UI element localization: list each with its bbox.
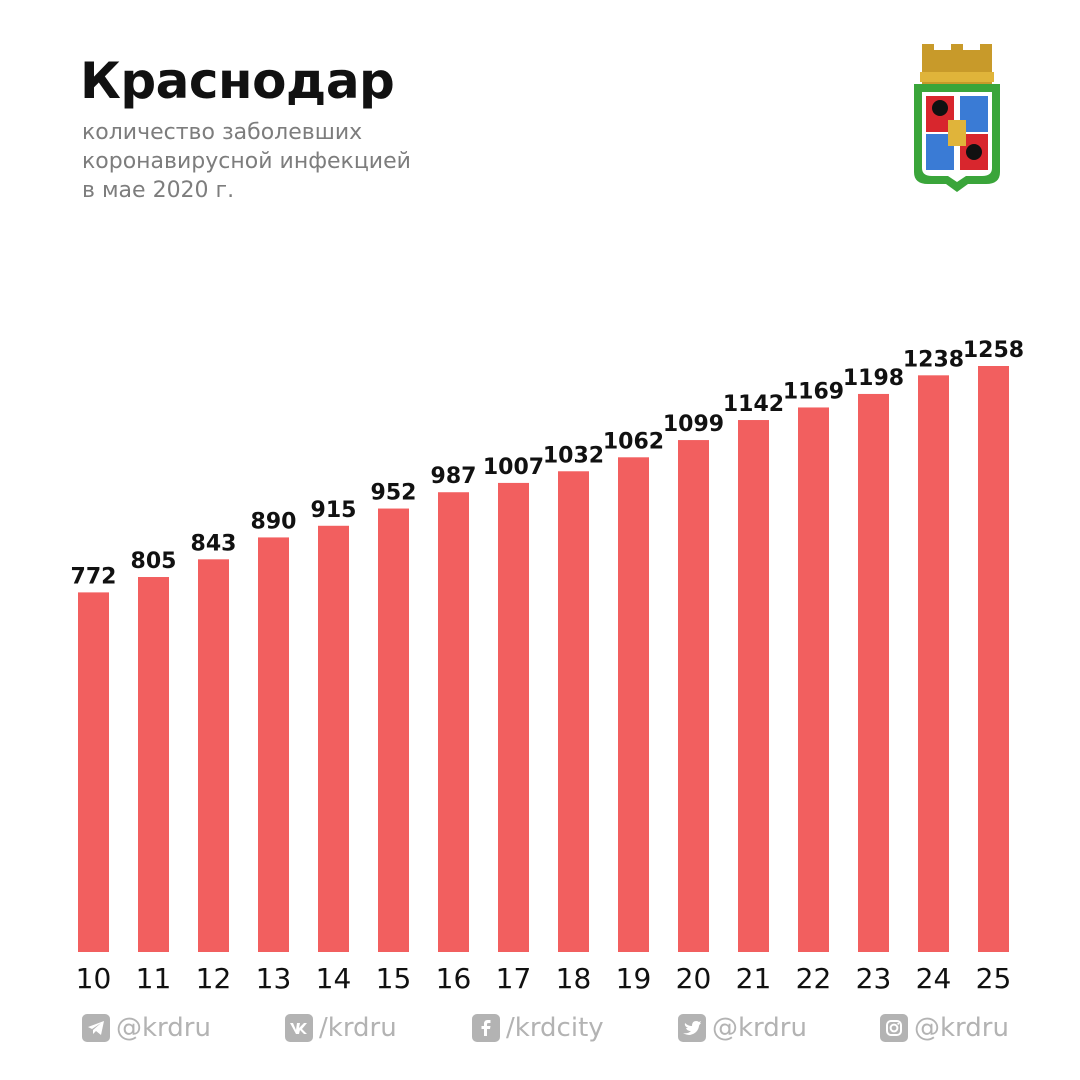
bar-21 [738, 420, 769, 952]
footer-instagram-text: @krdru [914, 1013, 1009, 1043]
data-label-19: 1062 [603, 429, 664, 454]
subtitle-line-2: коронавирусной инфекцией [82, 149, 411, 174]
bar-13 [258, 537, 289, 952]
footer-vk-text: /krdru [319, 1013, 397, 1043]
x-tick-19: 19 [616, 962, 652, 995]
x-tick-12: 12 [196, 962, 232, 995]
data-label-14: 915 [311, 498, 357, 523]
instagram-icon [880, 1014, 908, 1042]
bar-20 [678, 440, 709, 952]
data-label-15: 952 [371, 481, 417, 506]
bar-chart: 7721080511843128901391514952159871610071… [71, 338, 1025, 995]
city-emblem-icon [914, 44, 1000, 192]
subtitle-line-3: в мае 2020 г. [82, 178, 235, 203]
data-label-18: 1032 [543, 443, 604, 468]
bar-10 [78, 592, 109, 952]
bar-19 [618, 457, 649, 952]
x-tick-22: 22 [796, 962, 832, 995]
data-label-24: 1238 [903, 347, 964, 372]
x-tick-25: 25 [976, 962, 1012, 995]
bar-25 [978, 366, 1009, 952]
data-label-13: 890 [251, 509, 297, 534]
x-tick-17: 17 [496, 962, 532, 995]
x-tick-15: 15 [376, 962, 412, 995]
data-label-10: 772 [71, 564, 117, 589]
footer-telegram-text: @krdru [116, 1013, 211, 1043]
twitter-icon [678, 1014, 706, 1042]
footer-facebook-text: /krdcity [506, 1013, 604, 1043]
x-tick-16: 16 [436, 962, 472, 995]
bar-16 [438, 492, 469, 952]
data-label-17: 1007 [483, 455, 544, 480]
x-tick-14: 14 [316, 962, 352, 995]
x-tick-18: 18 [556, 962, 592, 995]
footer-telegram[interactable]: @krdru [82, 1010, 211, 1046]
footer-twitter[interactable]: @krdru [678, 1010, 807, 1046]
footer-twitter-text: @krdru [712, 1013, 807, 1043]
social-footer: @krdru /krdru /krdcity @krdru @krdru [0, 1010, 1080, 1050]
x-tick-13: 13 [256, 962, 292, 995]
bar-23 [858, 393, 889, 953]
x-tick-10: 10 [76, 962, 112, 995]
bar-22 [798, 407, 829, 952]
bar-24 [918, 375, 949, 952]
data-label-20: 1099 [663, 412, 724, 437]
vk-icon [285, 1014, 313, 1042]
page-title: Краснодар [80, 52, 395, 110]
telegram-icon [82, 1014, 110, 1042]
x-tick-21: 21 [736, 962, 772, 995]
data-label-16: 987 [431, 464, 477, 489]
data-label-25: 1258 [963, 338, 1024, 363]
footer-instagram[interactable]: @krdru [880, 1010, 1009, 1046]
footer-facebook[interactable]: /krdcity [472, 1010, 604, 1046]
bar-17 [498, 482, 529, 952]
subtitle-line-1: количество заболевших [82, 120, 363, 145]
data-label-12: 843 [191, 531, 237, 556]
data-label-21: 1142 [723, 392, 784, 417]
footer-vk[interactable]: /krdru [285, 1010, 397, 1046]
x-tick-24: 24 [916, 962, 952, 995]
bar-18 [558, 471, 589, 952]
subtitle: количество заболевших коронавирусной инф… [82, 118, 411, 205]
bar-14 [318, 525, 349, 952]
bar-15 [378, 508, 409, 952]
x-tick-23: 23 [856, 962, 892, 995]
data-label-22: 1169 [783, 379, 844, 404]
data-label-11: 805 [131, 549, 177, 574]
facebook-icon [472, 1014, 500, 1042]
x-tick-20: 20 [676, 962, 712, 995]
data-label-23: 1198 [843, 366, 904, 391]
bar-12 [198, 559, 229, 952]
bar-11 [138, 577, 169, 952]
x-tick-11: 11 [136, 962, 172, 995]
